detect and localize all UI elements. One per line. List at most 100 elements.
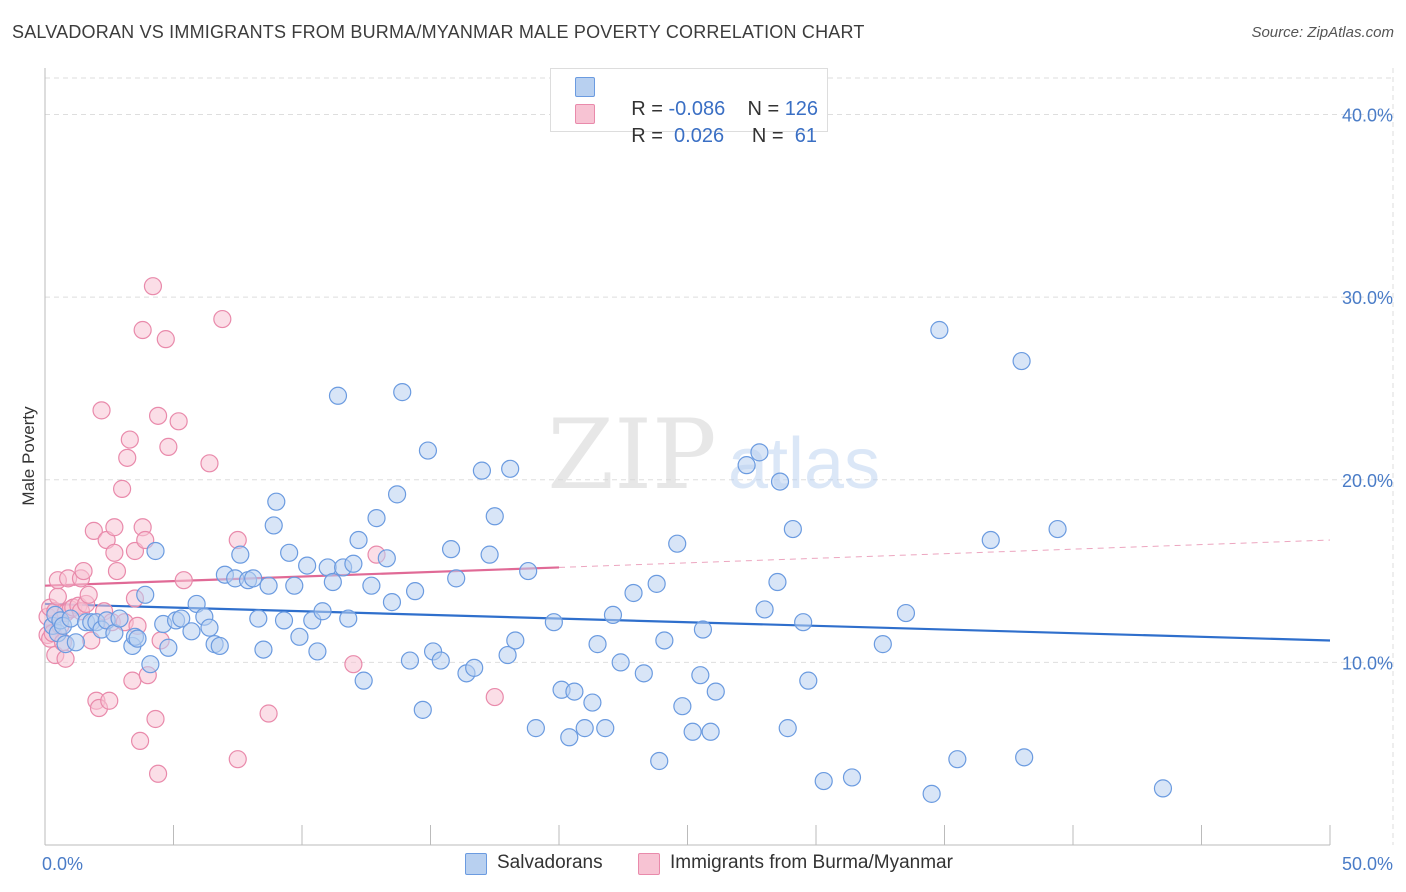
salvadoran-point xyxy=(981,530,1000,550)
salvadoran-point xyxy=(783,519,802,539)
salvadoran-point xyxy=(1048,519,1067,539)
legend-n-label: N = xyxy=(747,98,785,120)
legend-swatch-blue xyxy=(575,77,595,97)
salvadoran-point xyxy=(339,609,358,628)
salvadoran-point xyxy=(447,569,466,588)
salvadoran-point xyxy=(737,456,756,475)
burma-point xyxy=(118,448,137,467)
grid-lines xyxy=(45,68,1395,845)
burma-point xyxy=(107,561,127,581)
burma-point xyxy=(123,671,142,690)
burma-point xyxy=(130,731,150,751)
legend-r-label: R = xyxy=(631,125,669,147)
burma-point xyxy=(174,571,193,590)
y-tick-label: 10.0% xyxy=(1342,653,1393,673)
burma-point xyxy=(148,406,168,425)
salvadoran-point xyxy=(472,461,491,480)
salvadoran-point xyxy=(413,700,432,719)
salvadoran-point xyxy=(480,545,499,564)
burma-point xyxy=(133,320,152,340)
salvadoran-point xyxy=(634,664,653,683)
salvadoran-point xyxy=(799,671,818,690)
legend-r-value: 0.026 xyxy=(668,125,725,147)
salvadoran-point xyxy=(249,609,268,628)
salvadoran-point xyxy=(948,750,967,769)
salvadoran-point xyxy=(526,719,545,738)
salvadoran-point xyxy=(485,507,504,526)
salvadoran-point xyxy=(768,572,787,592)
legend-row-burma: R = 0.026 N = 61 xyxy=(609,102,817,171)
salvadoran-point xyxy=(313,602,332,621)
x-tick-label: 50.0% xyxy=(1342,854,1393,874)
burma-point xyxy=(105,543,124,562)
salvadoran-point xyxy=(673,697,692,716)
y-tick-label: 20.0% xyxy=(1342,471,1393,491)
salvadoran-point xyxy=(146,541,165,561)
salvadoran-point xyxy=(441,540,461,559)
legend-swatch-pink xyxy=(575,104,595,124)
salvadoran-point xyxy=(560,728,579,747)
burma-trend-extension xyxy=(558,539,1331,568)
salvadoran-point xyxy=(285,576,304,595)
salvadoran-point xyxy=(1153,779,1173,798)
legend-r-label: R = xyxy=(631,98,669,120)
salvadoran-point xyxy=(328,386,348,405)
burma-point xyxy=(79,585,98,604)
burma-point xyxy=(74,561,93,581)
salvadoran-point xyxy=(418,441,438,460)
salvadoran-point xyxy=(1015,748,1034,767)
salvadoran-point xyxy=(400,651,420,670)
burma-trend-line xyxy=(44,566,560,587)
salvadoran-point xyxy=(896,603,916,623)
legend-n-value: 61 xyxy=(789,125,817,147)
burma-point xyxy=(100,691,119,710)
salvadoran-point xyxy=(362,576,381,595)
bottom-legend-swatch-burma xyxy=(638,853,660,875)
y-axis-label: Male Poverty xyxy=(19,406,38,506)
salvadoran-point xyxy=(274,611,294,630)
salvadoran-point xyxy=(344,554,363,573)
watermark-zip: ZIP xyxy=(547,399,716,511)
salvadoran-point xyxy=(693,620,713,639)
burma-point xyxy=(213,309,232,329)
salvadoran-point xyxy=(501,459,520,478)
salvadoran-point xyxy=(701,722,720,741)
burma-point xyxy=(84,521,103,540)
axis-labels: 10.0% 20.0% 30.0% 40.0% 0.0% 50.0% xyxy=(42,106,1393,874)
burma-point xyxy=(344,655,363,674)
page-title: SALVADORAN VS IMMIGRANTS FROM BURMA/MYAN… xyxy=(12,22,865,42)
salvadoran-point xyxy=(244,569,263,588)
legend-row-salvadorans: R = -0.086 N = 126 xyxy=(609,75,818,144)
salvadoran-point xyxy=(650,751,669,771)
salvadoran-point xyxy=(683,722,702,741)
salvadoran-point xyxy=(110,609,129,628)
salvadoran-point xyxy=(259,576,278,595)
salvadoran-point xyxy=(172,609,191,628)
salvadoran-point xyxy=(231,545,250,564)
salvadoran-point xyxy=(755,600,774,619)
salvadoran-point xyxy=(431,651,450,670)
salvadoran-point xyxy=(264,516,283,535)
salvadoran-point xyxy=(382,593,402,612)
salvadoran-point xyxy=(770,472,790,491)
burma-point xyxy=(112,479,132,498)
salvadoran-point xyxy=(575,719,594,738)
salvadoran-point xyxy=(624,583,643,603)
salvadoran-point xyxy=(706,682,725,701)
burma-point xyxy=(228,750,247,769)
burma-point xyxy=(200,454,219,473)
x-tick-label: 0.0% xyxy=(42,854,83,874)
burma-point xyxy=(146,709,165,729)
salvadoran-point xyxy=(298,556,317,575)
burma-point xyxy=(259,704,278,723)
legend-n-label: N = xyxy=(751,125,790,147)
salvadoran-point xyxy=(603,605,623,625)
axes xyxy=(44,68,1331,846)
burma-point xyxy=(156,330,175,349)
salvadoran-point xyxy=(794,613,813,632)
salvadoran-point xyxy=(655,631,674,650)
salvadoran-point xyxy=(922,784,941,803)
salvadoran-point xyxy=(588,635,607,654)
salvadoran-point xyxy=(210,636,229,656)
